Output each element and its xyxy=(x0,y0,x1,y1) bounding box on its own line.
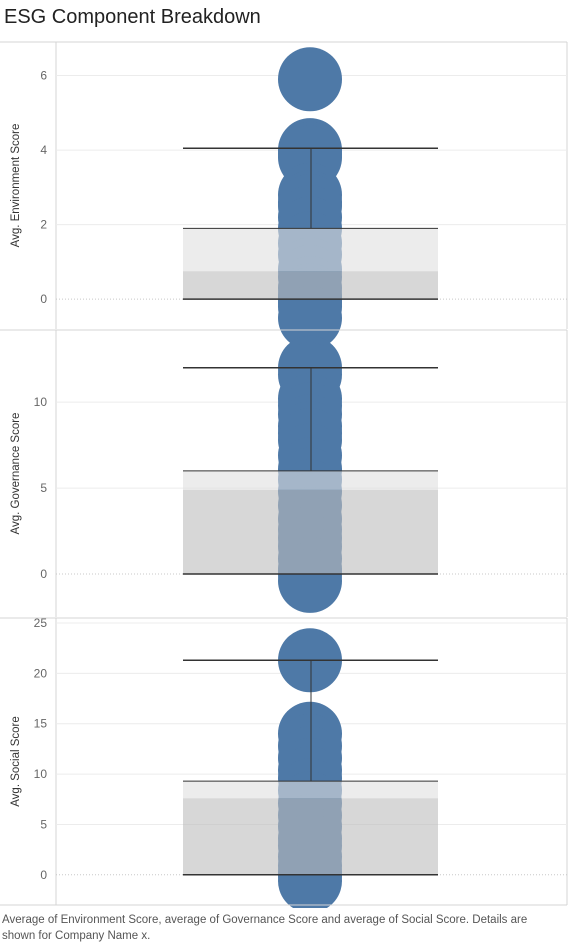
panel-1-tick-label: 0 xyxy=(40,292,47,306)
panel-3-tick-label: 25 xyxy=(34,616,48,630)
panel-3-tick-label: 5 xyxy=(40,817,47,831)
panel-2-tick-label: 0 xyxy=(40,567,47,581)
panel-1-tick-label: 4 xyxy=(40,143,47,157)
panel-2-y-axis-title: Avg. Governance Score xyxy=(10,413,22,535)
panel-3-tick-label: 0 xyxy=(40,868,47,882)
chart-title: ESG Component Breakdown xyxy=(4,6,261,28)
panel-1-box-lower xyxy=(183,271,438,300)
panel-3-y-axis-title: Avg. Social Score xyxy=(10,716,22,807)
panel-1-box-upper xyxy=(183,228,438,272)
panel-2-box-lower xyxy=(183,489,438,575)
panel-2-box-upper xyxy=(183,470,438,490)
panel-1-tick-label: 6 xyxy=(40,69,47,83)
esg-box-plot-chart: 0 2 4 6 Avg. Environment Score 0 5 10 Avg. Gover… xyxy=(0,41,568,908)
panel-3-tick-label: 10 xyxy=(34,767,48,781)
panel-3-tick-label: 15 xyxy=(34,717,48,731)
panel-3-box-lower xyxy=(183,798,438,875)
panel-2-tick-label: 5 xyxy=(40,481,47,495)
panel-2-tick-label: 10 xyxy=(34,395,48,409)
panel-3-box-upper xyxy=(183,781,438,799)
panel-1-data-point xyxy=(278,285,342,350)
panel-1-y-axis-title: Avg. Environment Score xyxy=(10,124,22,248)
panel-1-tick-label: 2 xyxy=(40,218,47,232)
panel-3-tick-label: 20 xyxy=(34,666,48,680)
chart-caption: Average of Environment Score, average of… xyxy=(2,914,528,942)
panel-1-data-point xyxy=(278,47,342,112)
